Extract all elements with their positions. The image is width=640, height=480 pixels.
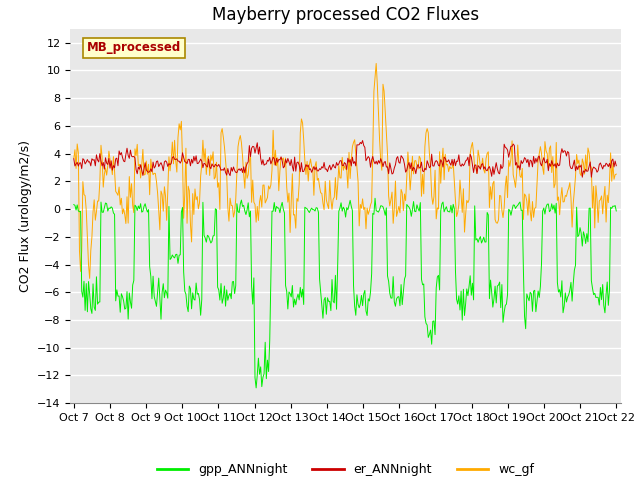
er_ANNnight bbox=[470, 169, 477, 175]
Legend: gpp_ANNnight, er_ANNnight, wc_gf: gpp_ANNnight, er_ANNnight, wc_gf bbox=[152, 458, 540, 480]
gpp_ANNnight bbox=[371, 195, 379, 201]
er_ANNnight bbox=[612, 163, 620, 168]
er_ANNnight bbox=[401, 161, 408, 167]
wc_gf bbox=[402, 198, 410, 204]
er_ANNnight bbox=[239, 169, 246, 175]
wc_gf bbox=[240, 171, 248, 177]
gpp_ANNnight bbox=[376, 207, 383, 213]
wc_gf bbox=[372, 60, 380, 66]
Line: wc_gf: wc_gf bbox=[74, 63, 616, 278]
gpp_ANNnight bbox=[70, 202, 77, 207]
gpp_ANNnight bbox=[252, 385, 260, 391]
wc_gf bbox=[86, 276, 93, 281]
wc_gf bbox=[471, 165, 479, 170]
Line: gpp_ANNnight: gpp_ANNnight bbox=[74, 198, 616, 388]
gpp_ANNnight bbox=[239, 204, 246, 209]
gpp_ANNnight bbox=[300, 301, 308, 307]
gpp_ANNnight bbox=[471, 203, 479, 209]
Y-axis label: CO2 Flux (urology/m2/s): CO2 Flux (urology/m2/s) bbox=[19, 140, 31, 292]
Text: MB_processed: MB_processed bbox=[87, 41, 181, 54]
gpp_ANNnight bbox=[565, 292, 573, 298]
er_ANNnight bbox=[374, 158, 382, 164]
wc_gf bbox=[300, 137, 308, 143]
gpp_ANNnight bbox=[612, 208, 620, 214]
wc_gf bbox=[376, 137, 383, 143]
er_ANNnight bbox=[564, 149, 572, 155]
er_ANNnight bbox=[70, 156, 77, 162]
Line: er_ANNnight: er_ANNnight bbox=[74, 141, 616, 177]
wc_gf bbox=[565, 185, 573, 191]
gpp_ANNnight bbox=[402, 273, 410, 278]
er_ANNnight bbox=[359, 138, 367, 144]
wc_gf bbox=[70, 156, 77, 161]
Title: Mayberry processed CO2 Fluxes: Mayberry processed CO2 Fluxes bbox=[212, 6, 479, 24]
wc_gf bbox=[612, 171, 620, 177]
er_ANNnight bbox=[299, 168, 307, 174]
er_ANNnight bbox=[579, 174, 586, 180]
